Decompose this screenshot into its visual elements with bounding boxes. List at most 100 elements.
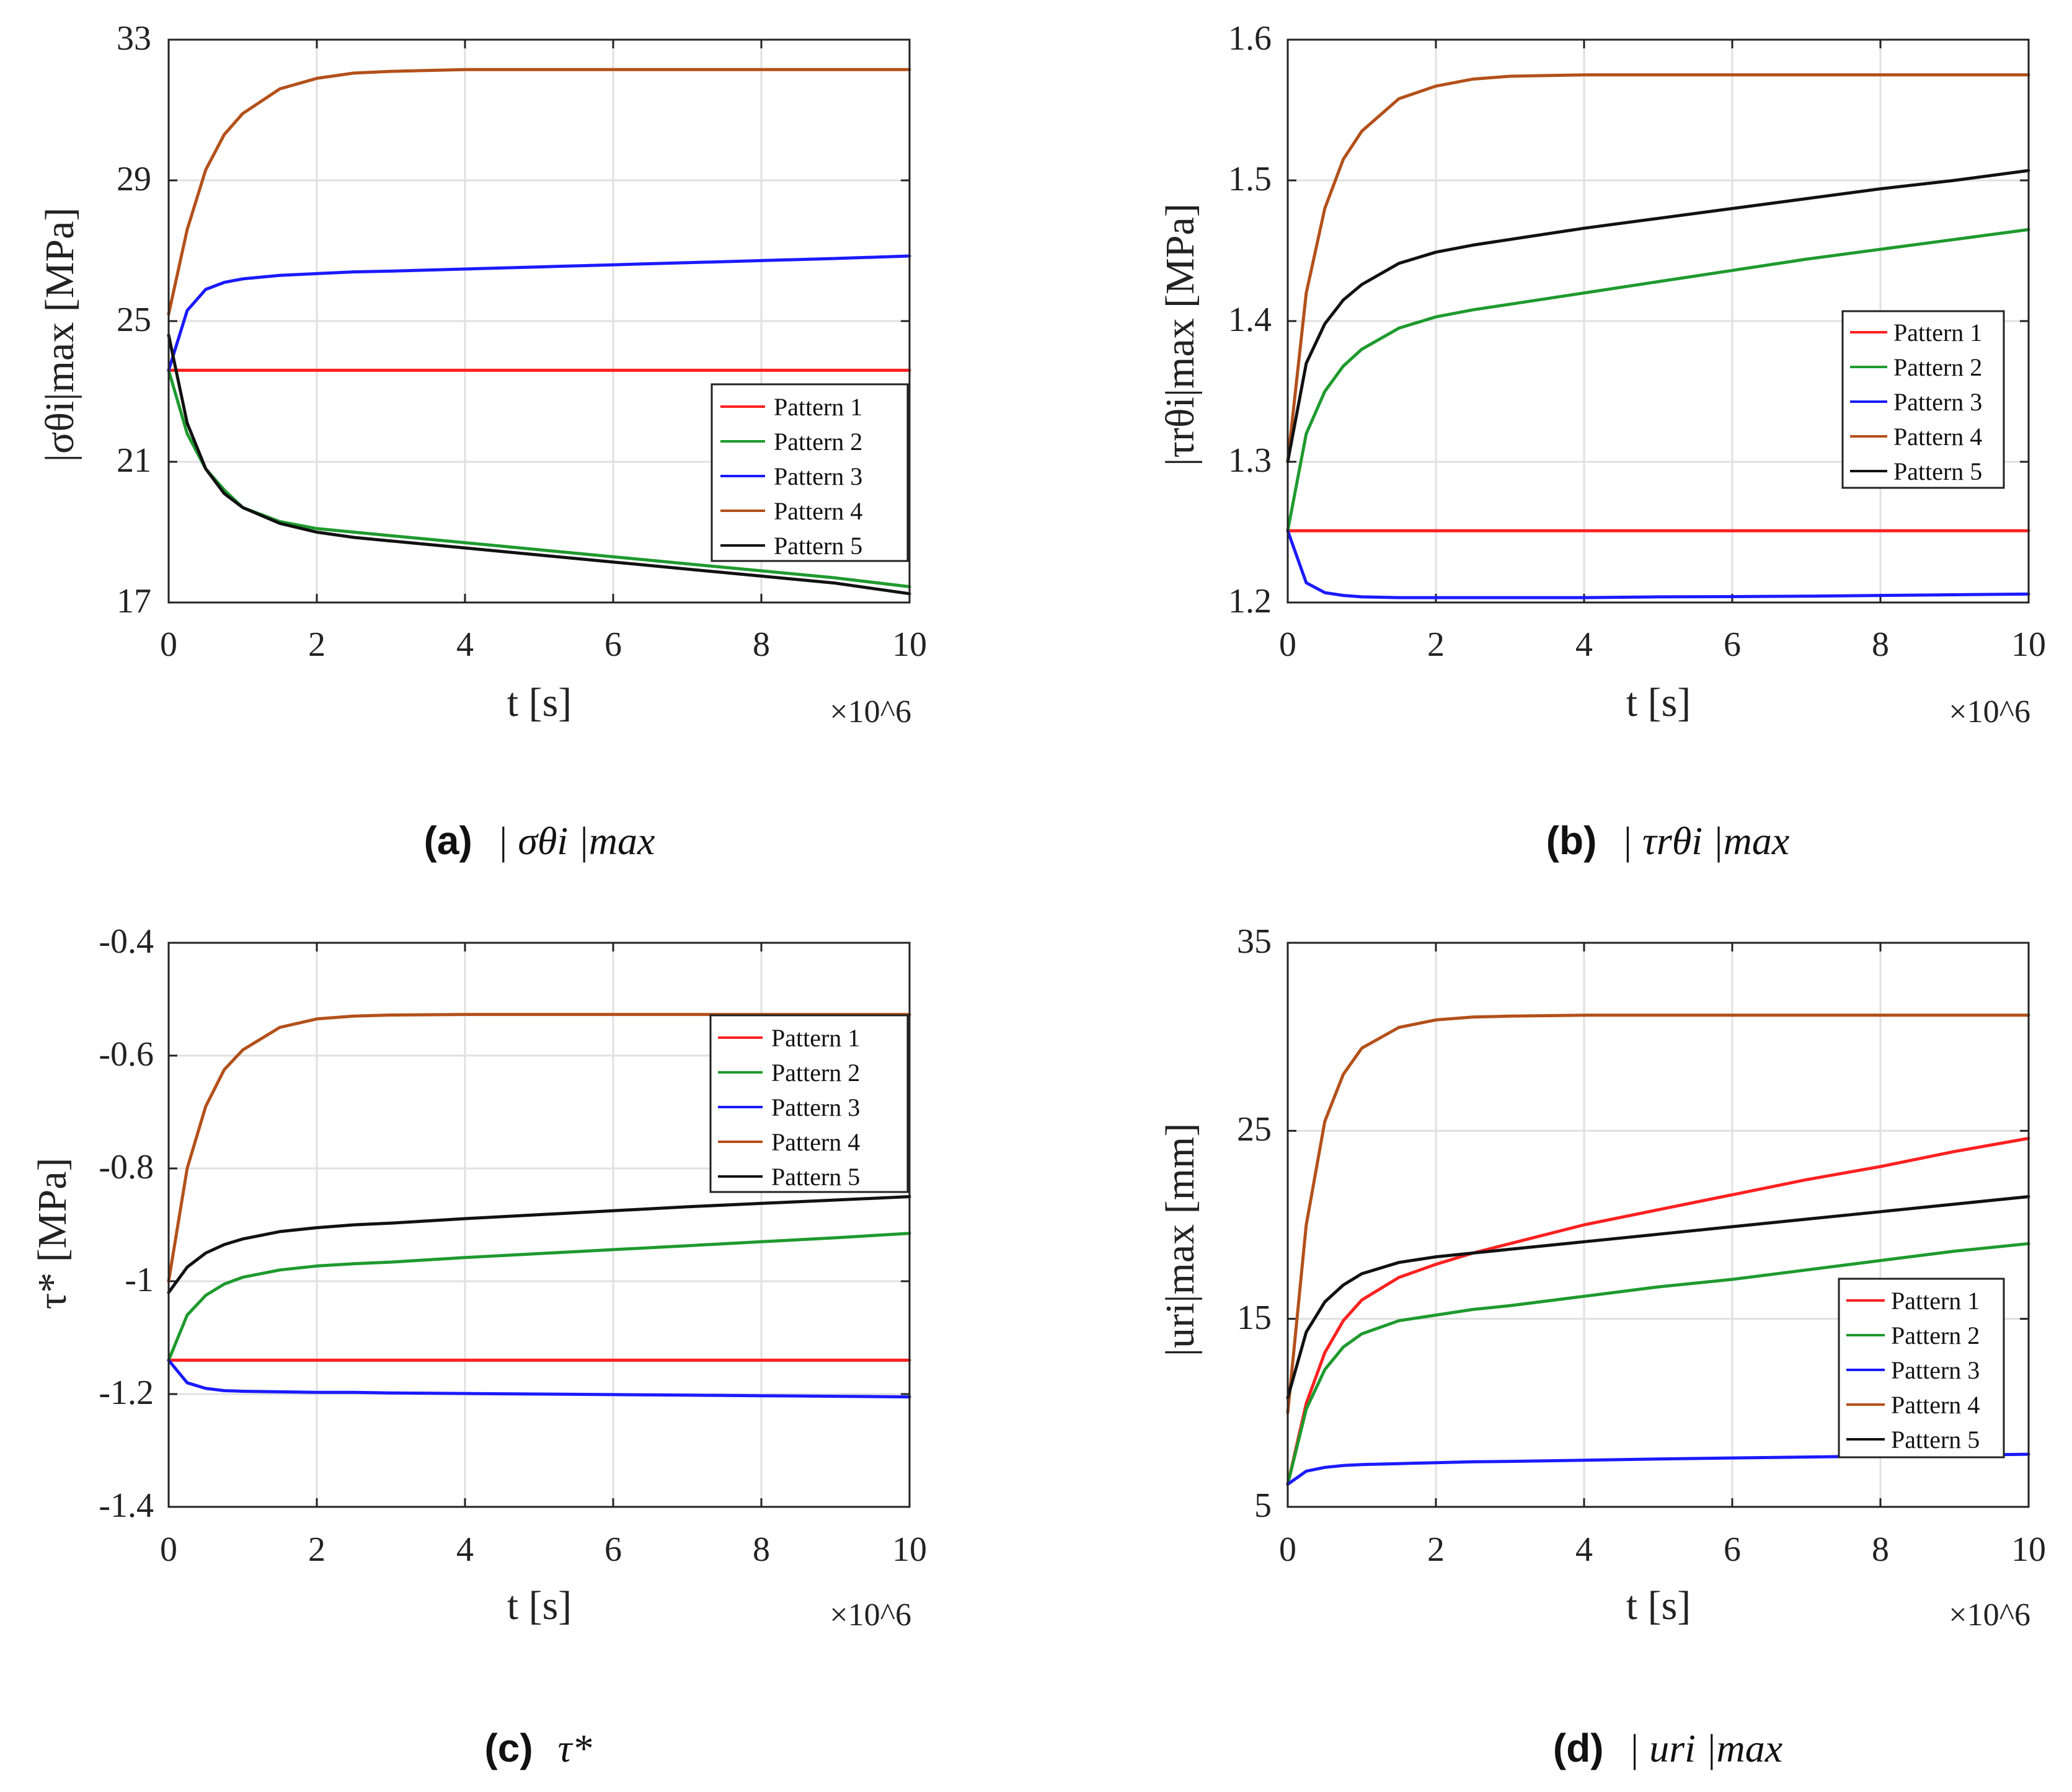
panel-c: -1.4 -1.2 -1 -0.8 -0.6 -0.4 0 2 4 6 8 10…	[30, 922, 927, 1770]
y-ticks-d: 5 15 25 35	[1237, 922, 1272, 1525]
y-tick-label: -0.4	[99, 922, 154, 961]
y-tick-label: -0.8	[99, 1148, 154, 1186]
y-tick-label: 25	[117, 301, 151, 339]
x-multiplier-a: ×10^6	[830, 694, 911, 730]
legend-label-pattern5: Pattern 5	[774, 532, 862, 560]
y-tick-label: -1	[125, 1261, 154, 1299]
x-tick-label: 2	[308, 625, 325, 664]
y-tick-label: 15	[1237, 1299, 1272, 1337]
legend-box	[709, 1014, 909, 1193]
legend-label-pattern3: Pattern 3	[771, 1093, 860, 1121]
y-tick-label: 35	[1237, 922, 1272, 961]
x-tick-label: 2	[1427, 1530, 1445, 1569]
series-line-pattern1	[1286, 1137, 2030, 1486]
x-tick-label: 0	[160, 1530, 177, 1569]
x-tick-label: 6	[1724, 1530, 1741, 1569]
x-tick-label: 2	[1427, 625, 1445, 664]
x-tick-label: 6	[604, 625, 622, 664]
panel-b: 1.2 1.3 1.4 1.5 1.6 0 2 4 6 8 10 t [s] ×…	[1158, 19, 2046, 863]
x-tick-label: 4	[456, 1530, 474, 1569]
series-line-pattern4	[167, 68, 911, 316]
x-axis-label-d: t [s]	[1626, 1583, 1691, 1628]
x-multiplier-b: ×10^6	[1949, 694, 2030, 730]
y-tick-label: 1.6	[1228, 19, 1272, 58]
x-tick-label: 4	[1575, 625, 1593, 664]
x-tick-label: 0	[1279, 1530, 1296, 1569]
x-ticks-d: 0 2 4 6 8 10	[1279, 1530, 2046, 1569]
legend-box	[1841, 310, 2005, 489]
caption-a: (a) | σθi |max	[424, 818, 655, 863]
legend-label-pattern4: Pattern 4	[1893, 423, 1982, 451]
y-tick-label: 1.3	[1228, 441, 1272, 480]
x-tick-label: 8	[1872, 625, 1889, 664]
x-tick-label: 4	[456, 625, 474, 664]
legend-label-pattern5: Pattern 5	[771, 1163, 860, 1191]
x-tick-label: 0	[160, 625, 177, 664]
legend-label-pattern4: Pattern 4	[774, 497, 862, 525]
legend-label-pattern1: Pattern 1	[771, 1024, 860, 1052]
y-tick-label: 33	[117, 19, 151, 58]
x-tick-label: 6	[1724, 625, 1741, 664]
legend-label-pattern2: Pattern 2	[1893, 353, 1982, 381]
caption-d: (d) | uri |max	[1553, 1726, 1782, 1770]
legend-label-pattern5: Pattern 5	[1893, 457, 1982, 485]
legend-box	[1838, 1278, 2005, 1459]
plot-frame	[167, 38, 911, 604]
caption-symbol: τ*	[558, 1726, 592, 1770]
x-tick-label: 2	[308, 1530, 325, 1569]
y-axis-label-a: |σθi|max [MPa]	[37, 208, 82, 462]
caption-symbol: | σθi |max	[497, 819, 655, 863]
x-ticks-b: 0 2 4 6 8 10	[1279, 625, 2046, 664]
series-line-pattern3	[1286, 529, 2030, 599]
x-multiplier-d: ×10^6	[1949, 1597, 2030, 1633]
panel-a: 17 21 25 29 33 0 2 4 6 8 10 t [s] ×10^6 …	[37, 19, 927, 863]
series-line-pattern5	[1286, 169, 2030, 464]
x-tick-label: 8	[753, 625, 770, 664]
plot-area-a	[167, 38, 911, 604]
caption-c: (c) τ*	[484, 1726, 591, 1770]
legend-label-pattern4: Pattern 4	[1891, 1391, 1980, 1419]
series-line-pattern2	[1286, 1242, 2030, 1486]
series-line-pattern3	[167, 254, 911, 372]
legend-box	[711, 383, 909, 562]
caption-letter: (d)	[1553, 1726, 1604, 1770]
x-axis-label-c: t [s]	[507, 1583, 572, 1628]
x-tick-label: 10	[2011, 625, 2046, 664]
y-tick-label: 1.4	[1228, 301, 1272, 339]
x-ticks-a: 0 2 4 6 8 10	[160, 625, 927, 664]
plot-frame	[1286, 38, 2030, 604]
legend-label-pattern2: Pattern 2	[774, 428, 862, 456]
series-line-pattern4	[1286, 1013, 2030, 1415]
legend-label-pattern1: Pattern 1	[1893, 319, 1982, 346]
legend-label-pattern3: Pattern 3	[1893, 388, 1982, 416]
x-multiplier-c: ×10^6	[830, 1597, 911, 1633]
y-axis-label-b: |τrθi|max [MPa]	[1158, 203, 1203, 466]
legend-b: Pattern 1 Pattern 2 Pattern 3 Pattern 4 …	[1841, 310, 2005, 489]
legend-c: Pattern 1 Pattern 2 Pattern 3 Pattern 4 …	[709, 1014, 909, 1193]
y-tick-label: 29	[117, 160, 151, 198]
series-line-pattern3	[167, 1358, 911, 1399]
series-line-pattern5	[167, 333, 911, 596]
y-tick-label: -1.2	[99, 1374, 154, 1412]
x-tick-label: 8	[1872, 1530, 1889, 1569]
plot-frame	[1286, 942, 2030, 1508]
legend-label-pattern3: Pattern 3	[774, 462, 862, 490]
y-ticks-b: 1.2 1.3 1.4 1.5 1.6	[1228, 19, 1272, 620]
series-line-pattern4	[1286, 73, 2030, 464]
y-tick-label: -1.4	[99, 1486, 154, 1525]
plot-frame	[167, 942, 911, 1508]
legend-a: Pattern 1 Pattern 2 Pattern 3 Pattern 4 …	[711, 383, 909, 562]
x-tick-label: 0	[1279, 625, 1296, 664]
x-ticks-c: 0 2 4 6 8 10	[160, 1530, 927, 1569]
y-tick-label: 17	[117, 582, 151, 620]
y-tick-label: 1.2	[1228, 582, 1272, 620]
y-tick-label: 1.5	[1228, 160, 1272, 198]
x-tick-label: 10	[892, 625, 927, 664]
caption-b: (b) | τrθi |max	[1546, 818, 1790, 863]
y-ticks-c: -1.4 -1.2 -1 -0.8 -0.6 -0.4	[99, 922, 154, 1525]
x-axis-label-b: t [s]	[1626, 680, 1691, 725]
legend-label-pattern2: Pattern 2	[771, 1059, 860, 1087]
series-line-pattern5	[1286, 1195, 2030, 1400]
series-line-pattern2	[1286, 227, 2030, 532]
